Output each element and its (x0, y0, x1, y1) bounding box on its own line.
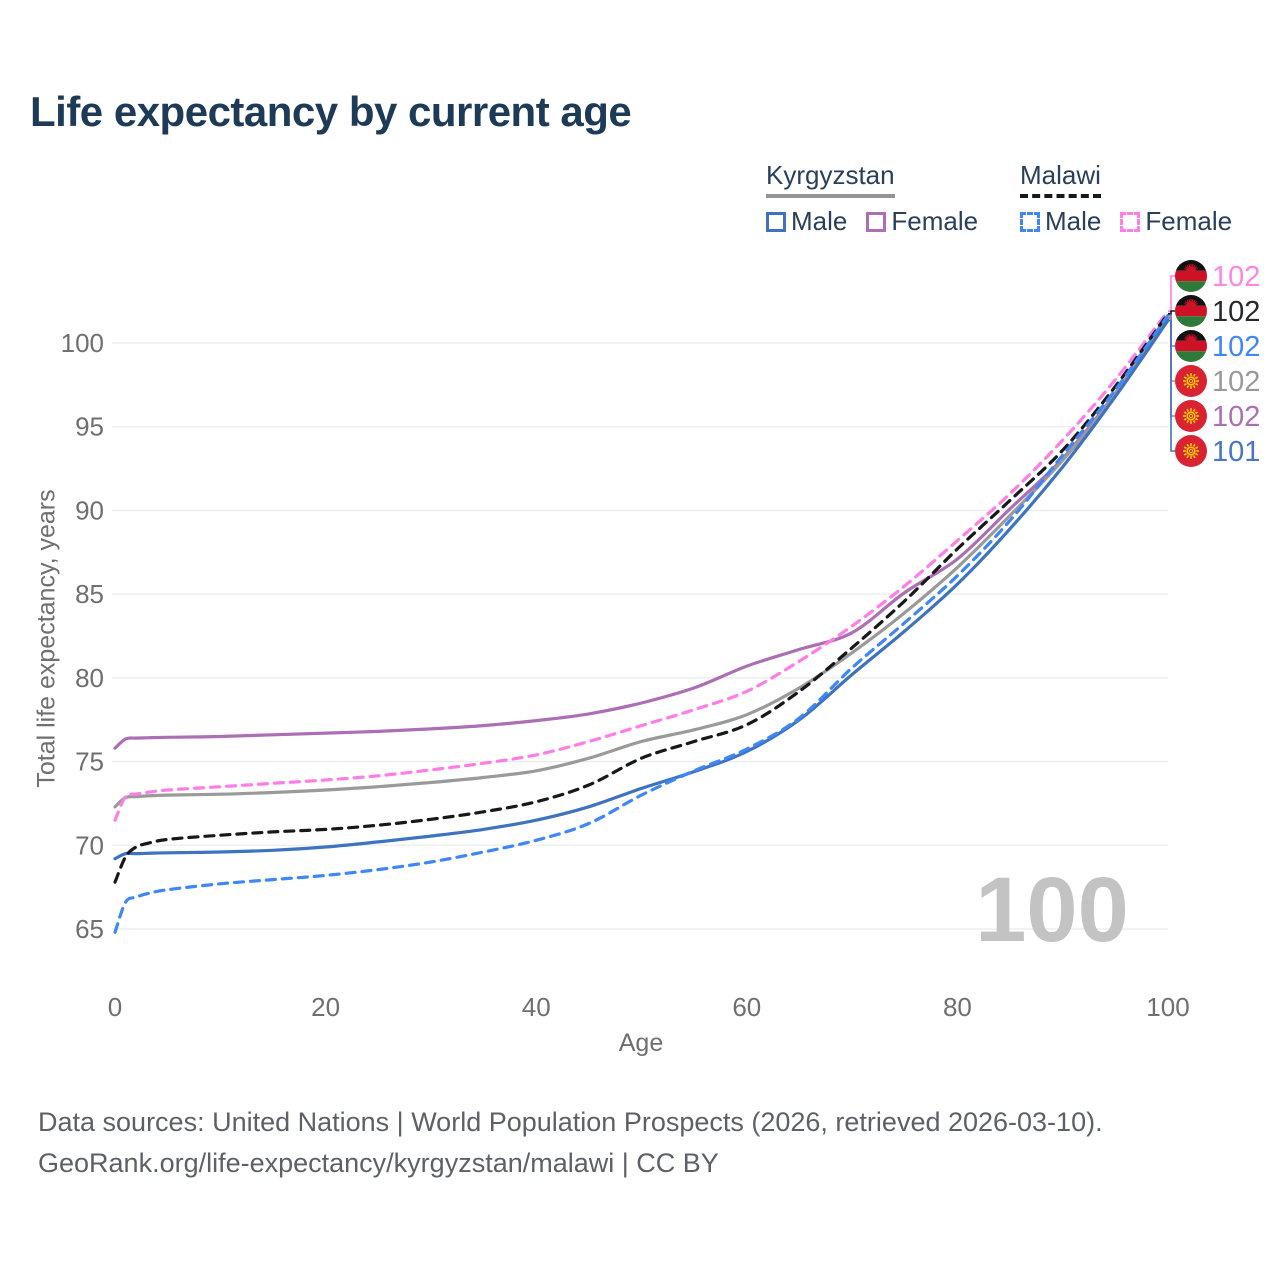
series-line-malawi-female (113, 309, 1170, 822)
end-value-label-kyrgyzstan-male: 101 (1212, 436, 1260, 468)
legend-group-kyrgyzstan: Kyrgyzstan Male Female (766, 160, 978, 237)
malawi-male-swatch-icon (1020, 211, 1040, 232)
y-tick-label: 95 (75, 412, 104, 442)
kyrgyzstan-flag-icon (1175, 365, 1207, 397)
end-value-label-malawi-total: 102 (1212, 296, 1260, 328)
end-value-label-kyrgyzstan-female: 102 (1212, 401, 1260, 433)
legend-header-malawi[interactable]: Malawi (1020, 160, 1101, 198)
y-tick-label: 100 (61, 328, 104, 358)
legend-item-label: Male (791, 206, 848, 236)
legend-item-kyrgyzstan-female[interactable]: Female (866, 206, 978, 237)
footer: Data sources: United Nations | World Pop… (38, 1102, 1103, 1184)
legend-header-kyrgyzstan[interactable]: Kyrgyzstan (766, 160, 895, 198)
kyrgyzstan-flag-icon (1175, 400, 1207, 432)
x-axis-title: Age (618, 1029, 664, 1057)
x-tick-label: 40 (522, 992, 551, 1022)
kyrgyzstan-female-swatch-icon (866, 211, 887, 232)
y-axis-title: Total life expectancy, years (32, 489, 61, 788)
x-tick-label: 60 (732, 992, 761, 1022)
legend-item-kyrgyzstan-male[interactable]: Male (766, 206, 847, 237)
legend-group-malawi: Malawi Male Female (1020, 160, 1232, 237)
x-tick-label: 100 (1146, 992, 1189, 1022)
legend-item-malawi-male[interactable]: Male (1020, 206, 1101, 237)
malawi-flag-icon (1175, 330, 1207, 362)
legend-items-kyrgyzstan: Male Female (766, 206, 978, 237)
data-sources-line: Data sources: United Nations | World Pop… (38, 1107, 1103, 1137)
end-value-label-kyrgyzstan-total: 102 (1212, 366, 1260, 398)
series-line-malawi-male (113, 313, 1170, 934)
malawi-flag-icon (1175, 260, 1207, 292)
age-indicator-watermark: 100 (975, 859, 1129, 961)
kyrgyzstan-male-swatch-icon (766, 211, 786, 232)
series-line-kyrgyzstan-total (113, 315, 1170, 809)
end-value-label-malawi-male: 102 (1212, 331, 1260, 363)
y-tick-label: 80 (75, 663, 104, 693)
label-connector-kyrgyzstan-male (1168, 319, 1175, 452)
page-title: Life expectancy by current age (30, 88, 632, 135)
y-tick-label: 75 (75, 747, 104, 777)
attribution-line: GeoRank.org/life-expectancy/kyrgyzstan/m… (38, 1148, 719, 1178)
legend-item-malawi-female[interactable]: Female (1120, 206, 1232, 237)
label-connector-malawi-female (1168, 275, 1175, 312)
x-tick-label: 80 (943, 992, 972, 1022)
legend-items-malawi: Male Female (1020, 206, 1232, 237)
series-line-kyrgyzstan-male (113, 318, 1170, 861)
malawi-flag-icon (1175, 295, 1207, 327)
series-line-malawi-total (113, 312, 1170, 884)
y-tick-label: 65 (75, 914, 104, 944)
legend-item-label: Male (1045, 206, 1102, 236)
malawi-female-swatch-icon (1120, 211, 1141, 232)
label-connector-malawi-total (1168, 310, 1175, 315)
legend-item-label: Female (1145, 206, 1233, 236)
end-value-label-malawi-female: 102 (1212, 261, 1260, 293)
series-line-kyrgyzstan-female (113, 316, 1170, 750)
legend-item-label: Female (891, 206, 979, 236)
x-tick-label: 0 (108, 992, 122, 1022)
kyrgyzstan-flag-icon (1175, 435, 1207, 467)
y-tick-label: 70 (75, 830, 104, 860)
y-tick-label: 90 (75, 495, 104, 525)
x-tick-label: 20 (311, 992, 340, 1022)
y-tick-label: 85 (75, 579, 104, 609)
